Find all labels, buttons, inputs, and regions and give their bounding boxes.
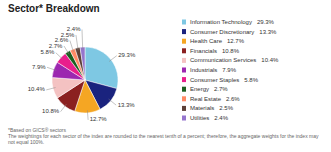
leader-line <box>76 35 78 50</box>
data-label: 2.7% <box>49 43 63 49</box>
leader-line <box>87 110 89 120</box>
data-labels: 29.3% 13.3% 12.7% 10.8% 10.4% 7.9% 5.8%2.7%2.6… <box>28 26 136 122</box>
legend-label: Industrials 7.9% <box>190 67 237 73</box>
data-label: 5.8% <box>41 49 55 55</box>
legend-label: Information Technology 29.3% <box>190 19 275 25</box>
legend-label: Real Estate 2.6% <box>190 95 240 101</box>
legend-name: Communication Services <box>190 57 256 63</box>
legend-swatch <box>182 116 186 121</box>
data-label: 29.3% <box>118 52 136 58</box>
data-label: 13.3% <box>118 102 136 108</box>
legend-value: 2.5% <box>219 105 233 111</box>
legend-item: Communication Services 10.4% <box>182 57 279 63</box>
legend-label: Consumer Staples 5.8% <box>190 76 259 82</box>
legend-swatch <box>182 58 186 63</box>
leader-line <box>64 46 69 54</box>
legend-value: 12.7% <box>227 38 245 44</box>
data-label: 2.5% <box>61 32 75 38</box>
legend-value: 13.3% <box>259 28 277 34</box>
legend-name: Consumer Staples <box>190 76 239 82</box>
leader-line <box>109 56 117 62</box>
legend-swatch <box>182 39 186 44</box>
legend-item: Consumer Staples 5.8% <box>182 76 259 82</box>
legend-item: Industrials 7.9% <box>182 67 237 73</box>
leader-line <box>109 99 117 105</box>
legend-swatch <box>182 48 186 53</box>
legend-value: 10.8% <box>222 47 240 53</box>
legend-label: Financials 10.8% <box>190 47 240 53</box>
legend-swatch <box>182 20 186 25</box>
leader-line <box>61 104 67 112</box>
leader-line <box>46 88 55 90</box>
legend-name: Energy <box>190 86 209 92</box>
legend-item: Consumer Discretionary 13.3% <box>182 28 277 34</box>
legend-name: Utilities <box>190 115 209 121</box>
leader-line <box>81 29 83 49</box>
data-label: 2.4% <box>67 26 81 32</box>
legend-swatch <box>182 77 186 82</box>
footnote: *Based on GICS® sectors <box>8 127 326 133</box>
leader-line <box>47 67 56 70</box>
legend-item: Information Technology 29.3% <box>182 19 275 25</box>
legend-swatch <box>182 96 186 101</box>
legend-label: Energy 2.7% <box>190 86 228 92</box>
legend-label: Communication Services 10.4% <box>190 57 279 63</box>
data-label: 2.6% <box>55 37 69 43</box>
legend-name: Industrials <box>190 67 217 73</box>
legend-label: Consumer Discretionary 13.3% <box>190 28 277 34</box>
legend-swatch <box>182 87 186 92</box>
leader-line <box>56 53 63 60</box>
legend-swatch <box>182 106 186 111</box>
legend-value: 2.7% <box>214 86 228 92</box>
legend-item: Materials 2.5% <box>182 105 234 111</box>
leader-line <box>70 40 74 51</box>
legend-name: Health Care <box>190 38 223 44</box>
legend-item: Real Estate 2.6% <box>182 95 240 101</box>
legend-swatch <box>182 68 186 73</box>
legend-value: 2.6% <box>226 95 240 101</box>
legend-label: Materials 2.5% <box>190 105 234 111</box>
legend-item: Health Care 12.7% <box>182 38 245 44</box>
legend-value: 5.8% <box>244 76 258 82</box>
data-label: 12.7% <box>90 116 108 122</box>
legend-name: Financials <box>190 47 217 53</box>
legend-name: Real Estate <box>190 95 222 101</box>
data-label: 10.8% <box>42 108 60 114</box>
title: Sector* Breakdown <box>8 3 100 14</box>
legend-value: 10.4% <box>261 57 279 63</box>
footnote: The weightings for each sector of the in… <box>8 133 326 145</box>
legend-label: Health Care 12.7% <box>190 38 245 44</box>
data-label: 10.4% <box>28 86 46 92</box>
legend-item: Utilities 2.4% <box>182 115 229 121</box>
legend-label: Utilities 2.4% <box>190 115 229 121</box>
pie <box>52 47 118 113</box>
legend-name: Information Technology <box>190 19 252 25</box>
legend-swatch <box>182 29 186 34</box>
pie-slice <box>80 47 85 80</box>
legend-value: 29.3% <box>257 19 275 25</box>
pie-slice <box>75 47 85 80</box>
pie-slice <box>52 78 85 98</box>
data-label: 7.9% <box>32 64 46 70</box>
legend-value: 2.4% <box>214 115 228 121</box>
legend-item: Energy 2.7% <box>182 86 228 92</box>
legend-item: Financials 10.8% <box>182 47 240 53</box>
legend-value: 7.9% <box>222 67 236 73</box>
legend-name: Consumer Discretionary <box>190 28 254 34</box>
legend-name: Materials <box>190 105 214 111</box>
legend: Information Technology29.3%Consumer Disc… <box>182 19 279 121</box>
